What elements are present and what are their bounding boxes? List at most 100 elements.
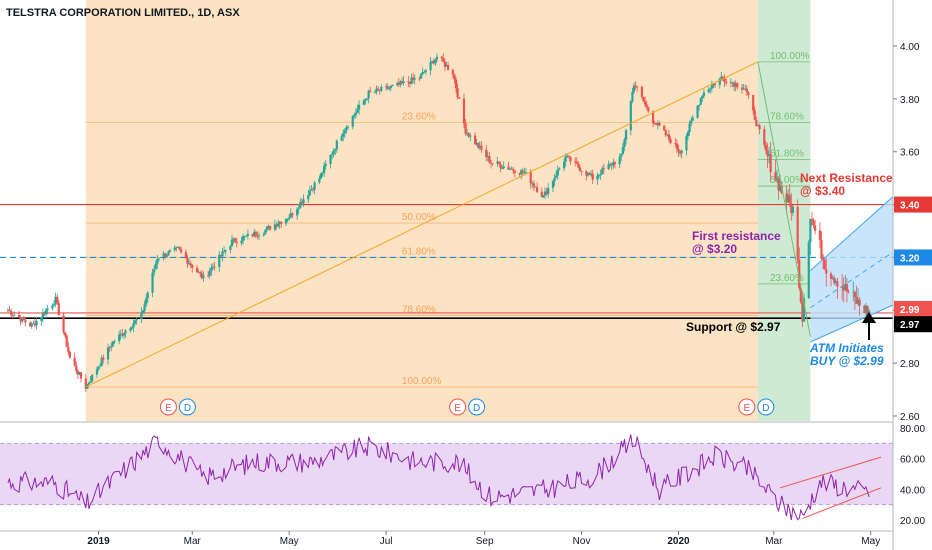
candle-body	[52, 304, 56, 306]
candle	[43, 311, 46, 316]
candle	[602, 163, 605, 174]
time-tick-label: May	[280, 536, 299, 547]
candle-body	[499, 164, 502, 169]
candle-body	[766, 150, 769, 156]
candle	[766, 142, 769, 169]
candle-body	[299, 201, 302, 209]
candle	[651, 110, 655, 128]
candle	[574, 157, 577, 167]
candle	[407, 76, 410, 87]
candle	[656, 120, 659, 130]
fib-diagonal-orange	[85, 61, 759, 388]
candle-body	[520, 170, 523, 175]
price-tick-label: 3.60	[900, 148, 920, 159]
candle-body	[740, 87, 744, 90]
candle	[264, 229, 267, 235]
candle-body	[262, 234, 265, 236]
candle-body	[319, 173, 323, 179]
candle	[631, 87, 634, 104]
annotation-first-resistance-line: @ $3.20	[692, 242, 737, 256]
candle	[224, 249, 227, 256]
candle-body	[763, 129, 766, 145]
candle-body	[367, 90, 370, 99]
candle	[853, 290, 856, 310]
candle-body	[645, 104, 648, 107]
candle	[89, 376, 92, 383]
candle-body	[330, 154, 334, 156]
candle-body	[458, 97, 461, 99]
candle-body	[866, 305, 869, 316]
candle-body	[73, 357, 76, 366]
candle	[690, 116, 693, 127]
candle-body	[365, 98, 369, 100]
candle-body	[477, 142, 480, 148]
candle	[435, 53, 439, 63]
candle	[729, 78, 733, 88]
candle-body	[591, 173, 594, 180]
annotation-next-resistance-line: @ $3.40	[800, 184, 845, 198]
annotation-next-resistance-line: Next Resistance	[800, 171, 893, 185]
candle	[451, 68, 454, 79]
rsi-panel	[0, 434, 893, 521]
price-tag-3.40: 3.40	[894, 196, 932, 213]
candle	[335, 139, 338, 153]
candle-body	[280, 221, 283, 224]
candle	[709, 87, 712, 94]
candle-body	[747, 92, 750, 96]
candle	[818, 222, 822, 248]
candle	[343, 128, 346, 138]
candle-body	[106, 347, 110, 360]
candle-body	[332, 150, 335, 155]
candle-body	[831, 277, 834, 279]
candle-body	[818, 230, 822, 240]
candle-body	[678, 151, 682, 154]
candle	[251, 233, 254, 238]
candle-body	[574, 161, 577, 163]
candle-body	[335, 140, 338, 150]
candle-body	[731, 82, 734, 83]
candle	[156, 254, 159, 269]
candle-body	[833, 277, 836, 283]
earnings-label: E	[165, 403, 172, 414]
candle	[111, 341, 114, 348]
price-tag-label: 2.99	[900, 305, 920, 316]
candle-body	[512, 168, 515, 171]
candle-body	[709, 88, 712, 90]
candle-body	[513, 170, 516, 173]
candle	[809, 218, 812, 256]
candle-body	[132, 323, 135, 328]
candle	[836, 277, 839, 300]
candle	[685, 133, 688, 156]
candle	[413, 74, 416, 85]
candle-body	[354, 112, 358, 115]
candle-body	[165, 255, 168, 257]
candle-body	[642, 96, 645, 102]
candle-body	[168, 250, 172, 252]
fib-green-level-label: 50.00%	[770, 175, 804, 186]
candle	[558, 167, 561, 171]
candle-body	[655, 124, 658, 126]
candle-body	[752, 95, 755, 111]
candle	[46, 304, 49, 315]
price-tag-label: 2.97	[900, 320, 920, 331]
candle-body	[435, 56, 439, 60]
candle	[725, 78, 728, 86]
candle-body	[362, 100, 365, 105]
candle	[477, 142, 480, 150]
candle-body	[19, 317, 22, 322]
candle	[577, 161, 580, 169]
candle	[462, 93, 466, 128]
candle-body	[97, 366, 100, 370]
candle	[157, 257, 160, 262]
candle	[24, 317, 27, 327]
candle-body	[799, 288, 802, 302]
candle-body	[345, 127, 348, 131]
candle	[323, 162, 326, 177]
candle-body	[111, 341, 114, 347]
candle-body	[756, 125, 760, 127]
candle	[175, 246, 178, 252]
candle-body	[10, 310, 13, 315]
